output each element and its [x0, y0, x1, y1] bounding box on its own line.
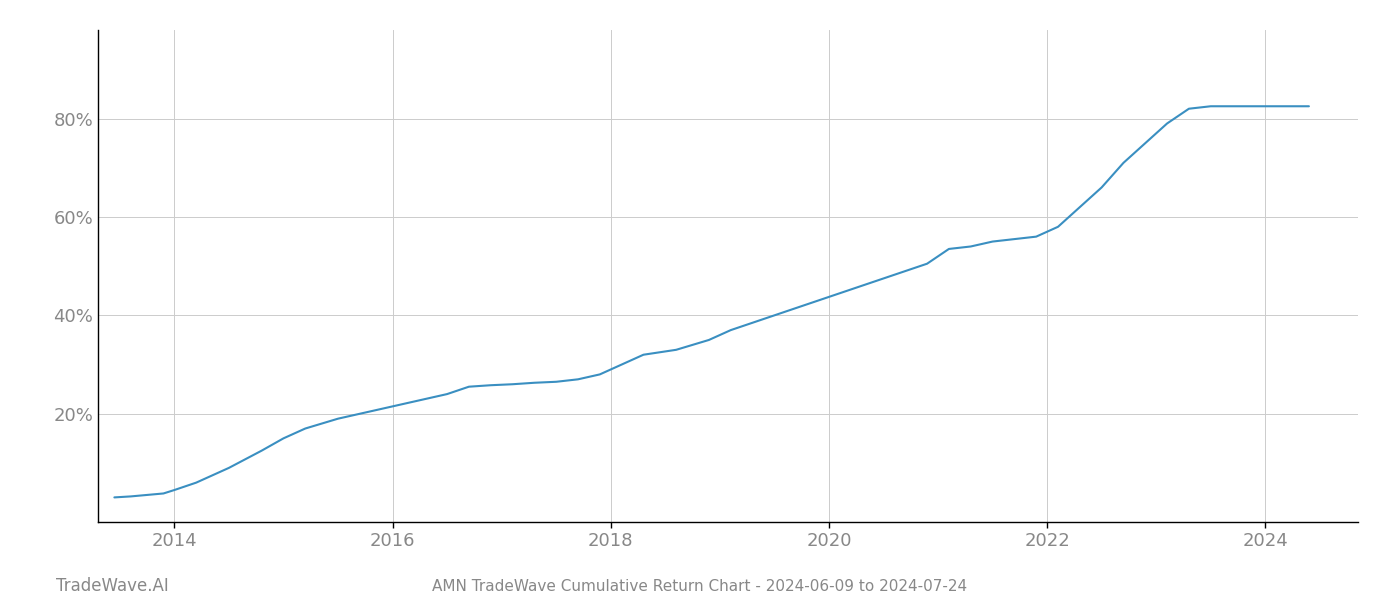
Text: TradeWave.AI: TradeWave.AI: [56, 577, 169, 595]
Text: AMN TradeWave Cumulative Return Chart - 2024-06-09 to 2024-07-24: AMN TradeWave Cumulative Return Chart - …: [433, 579, 967, 594]
